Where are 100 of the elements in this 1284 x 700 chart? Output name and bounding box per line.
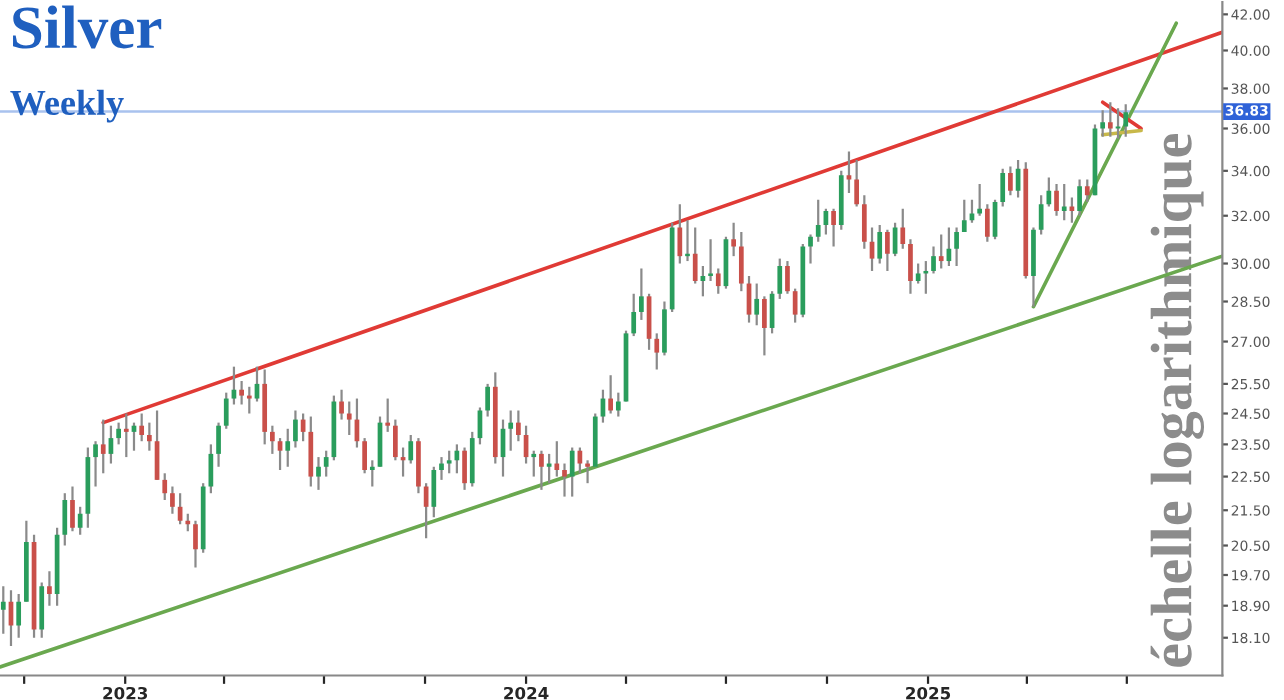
candlestick xyxy=(654,332,660,371)
x-tick-label: 2025 xyxy=(906,686,951,700)
candlestick xyxy=(70,485,75,533)
candlestick xyxy=(631,292,637,338)
candlestick xyxy=(285,427,291,468)
x-tick-label: 2024 xyxy=(504,686,549,700)
candlestick xyxy=(100,418,106,475)
candlestick xyxy=(562,462,567,498)
candlestick xyxy=(854,158,860,208)
candlestick xyxy=(785,259,790,295)
candlestick xyxy=(346,400,352,437)
candlestick xyxy=(692,226,698,285)
candlestick xyxy=(0,585,6,635)
candlestick xyxy=(239,379,244,406)
candlestick xyxy=(93,440,98,488)
candlestick xyxy=(193,519,198,569)
candlestick xyxy=(116,421,121,446)
candlestick xyxy=(139,412,145,443)
candlestick xyxy=(1077,178,1082,217)
candlestick xyxy=(439,455,444,481)
candlestick xyxy=(1123,103,1129,138)
candlestick xyxy=(954,226,959,268)
candlestick xyxy=(170,485,175,515)
candlestick xyxy=(446,449,452,475)
candlestick xyxy=(270,424,275,455)
candlestick xyxy=(1061,182,1067,222)
candlestick xyxy=(62,492,68,547)
candlestick xyxy=(293,409,298,449)
candlestick xyxy=(815,198,821,243)
candlestick xyxy=(508,409,514,452)
candlestick xyxy=(485,382,490,418)
candlestick xyxy=(1038,194,1044,236)
candlestick xyxy=(1046,176,1052,208)
candlestick xyxy=(123,412,129,459)
x-tick-label: 2023 xyxy=(103,686,148,700)
candlestick xyxy=(1054,182,1059,217)
candlestick xyxy=(1008,165,1013,197)
candlestick xyxy=(961,198,967,234)
candlestick xyxy=(908,238,913,295)
candlestick xyxy=(877,223,883,265)
candlestick xyxy=(792,287,798,324)
candlestick xyxy=(77,505,83,536)
candlestick xyxy=(408,433,414,465)
candlestick xyxy=(938,233,944,270)
candlestick xyxy=(516,409,521,443)
candlestick xyxy=(316,455,321,491)
candlestick xyxy=(47,570,52,607)
annotation: échelle logarithmique xyxy=(1150,134,1205,667)
candlestick xyxy=(554,440,560,478)
chart-title: Silver xyxy=(13,5,162,49)
candlestick xyxy=(715,267,721,295)
candlestick xyxy=(1107,101,1113,138)
candlestick xyxy=(615,391,621,418)
candlestick xyxy=(308,415,314,488)
candlestick xyxy=(416,436,421,495)
candlestick xyxy=(539,449,544,491)
text: Weekly xyxy=(10,89,124,123)
candlestick xyxy=(762,295,767,357)
candlestick xyxy=(362,436,367,475)
candlestick xyxy=(569,446,575,498)
candlestick xyxy=(831,207,836,248)
candlestick xyxy=(385,397,391,433)
candlestick xyxy=(39,581,45,639)
candlestick xyxy=(777,257,783,301)
candlestick xyxy=(223,391,229,430)
candlestick xyxy=(915,262,921,285)
candlestick xyxy=(1000,167,1006,208)
candlestick xyxy=(393,418,398,462)
candlestick xyxy=(738,231,744,293)
candlestick xyxy=(931,245,936,275)
candlestick xyxy=(977,182,983,217)
candlestick xyxy=(808,233,813,265)
candlestick xyxy=(639,267,644,322)
candlestick xyxy=(900,207,906,250)
candlestick xyxy=(339,388,344,421)
candlestick xyxy=(1031,226,1036,308)
candlestick xyxy=(731,221,736,258)
candlestick xyxy=(462,446,467,491)
candlestick xyxy=(984,203,990,243)
candlestick xyxy=(861,194,867,250)
candlestick xyxy=(147,421,152,452)
candlestick xyxy=(1100,109,1106,138)
candlestick xyxy=(885,228,890,273)
candlestick xyxy=(1115,107,1121,140)
candlestick xyxy=(323,449,329,478)
candlestick xyxy=(216,421,221,468)
candlestick xyxy=(262,368,268,446)
candlestick xyxy=(531,449,537,478)
candlestick xyxy=(16,592,22,639)
candlestick xyxy=(431,465,437,519)
candlestick xyxy=(754,282,760,327)
candlestick xyxy=(1084,178,1090,204)
candlestick xyxy=(162,472,168,502)
candlestick xyxy=(585,459,590,485)
candlestick xyxy=(846,150,852,195)
candlestick xyxy=(369,459,375,488)
candlestick xyxy=(469,430,475,488)
candlestick xyxy=(608,374,613,415)
candlestick xyxy=(246,385,252,415)
candlestick xyxy=(662,300,667,357)
